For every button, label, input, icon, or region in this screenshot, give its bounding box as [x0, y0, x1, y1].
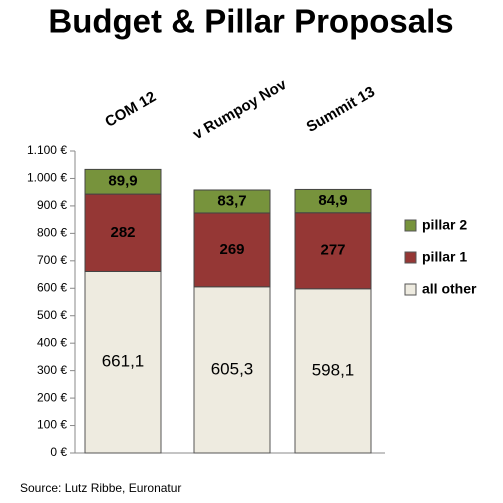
bar-segment	[84, 193, 162, 272]
bar-segment	[193, 212, 271, 288]
y-tick-label: 200 €	[37, 390, 67, 404]
data-label: 269	[219, 241, 244, 258]
bar-segment	[193, 286, 271, 454]
x-tick-label: v Rumpoy Nov	[190, 76, 290, 144]
y-tick-label: 700 €	[37, 253, 67, 267]
y-tick-label: 1.000 €	[27, 171, 67, 185]
data-label: 598,1	[312, 360, 355, 379]
data-label: 282	[110, 224, 135, 241]
data-label: 84,9	[318, 192, 347, 209]
y-tick-label: 100 €	[37, 418, 67, 432]
legend-label: pillar 1	[422, 249, 467, 265]
y-tick-label: 500 €	[37, 308, 67, 322]
bar-segment	[84, 270, 162, 454]
source: Source: Lutz Ribbe, Euronatur	[20, 481, 181, 495]
legend-label: pillar 2	[422, 217, 467, 233]
y-tick-label: 400 €	[37, 335, 67, 349]
y-tick-label: 300 €	[37, 363, 67, 377]
data-label: 605,3	[211, 359, 254, 378]
bar-segment	[294, 288, 372, 454]
bar-segment	[294, 188, 372, 214]
legend-swatch	[404, 219, 417, 232]
data-label: 83,7	[217, 192, 246, 209]
y-tick-label: 900 €	[37, 198, 67, 212]
y-tick-label: 1.100 €	[27, 143, 67, 157]
data-label: 277	[320, 242, 345, 259]
x-tick-label: COM 12	[102, 88, 159, 131]
y-tick-label: 600 €	[37, 280, 67, 294]
chart-title: Budget & Pillar Proposals	[48, 3, 453, 40]
y-tick-label: 800 €	[37, 226, 67, 240]
data-label: 661,1	[102, 352, 145, 371]
y-tick-label: 0 €	[50, 445, 67, 459]
x-tick-label: Summit 13	[304, 83, 378, 136]
bar-segment	[84, 168, 162, 195]
bar-segment	[193, 189, 271, 214]
legend-swatch	[404, 283, 417, 296]
data-label: 89,9	[108, 173, 137, 190]
legend-swatch	[404, 251, 417, 264]
legend-label: all other	[422, 281, 477, 297]
